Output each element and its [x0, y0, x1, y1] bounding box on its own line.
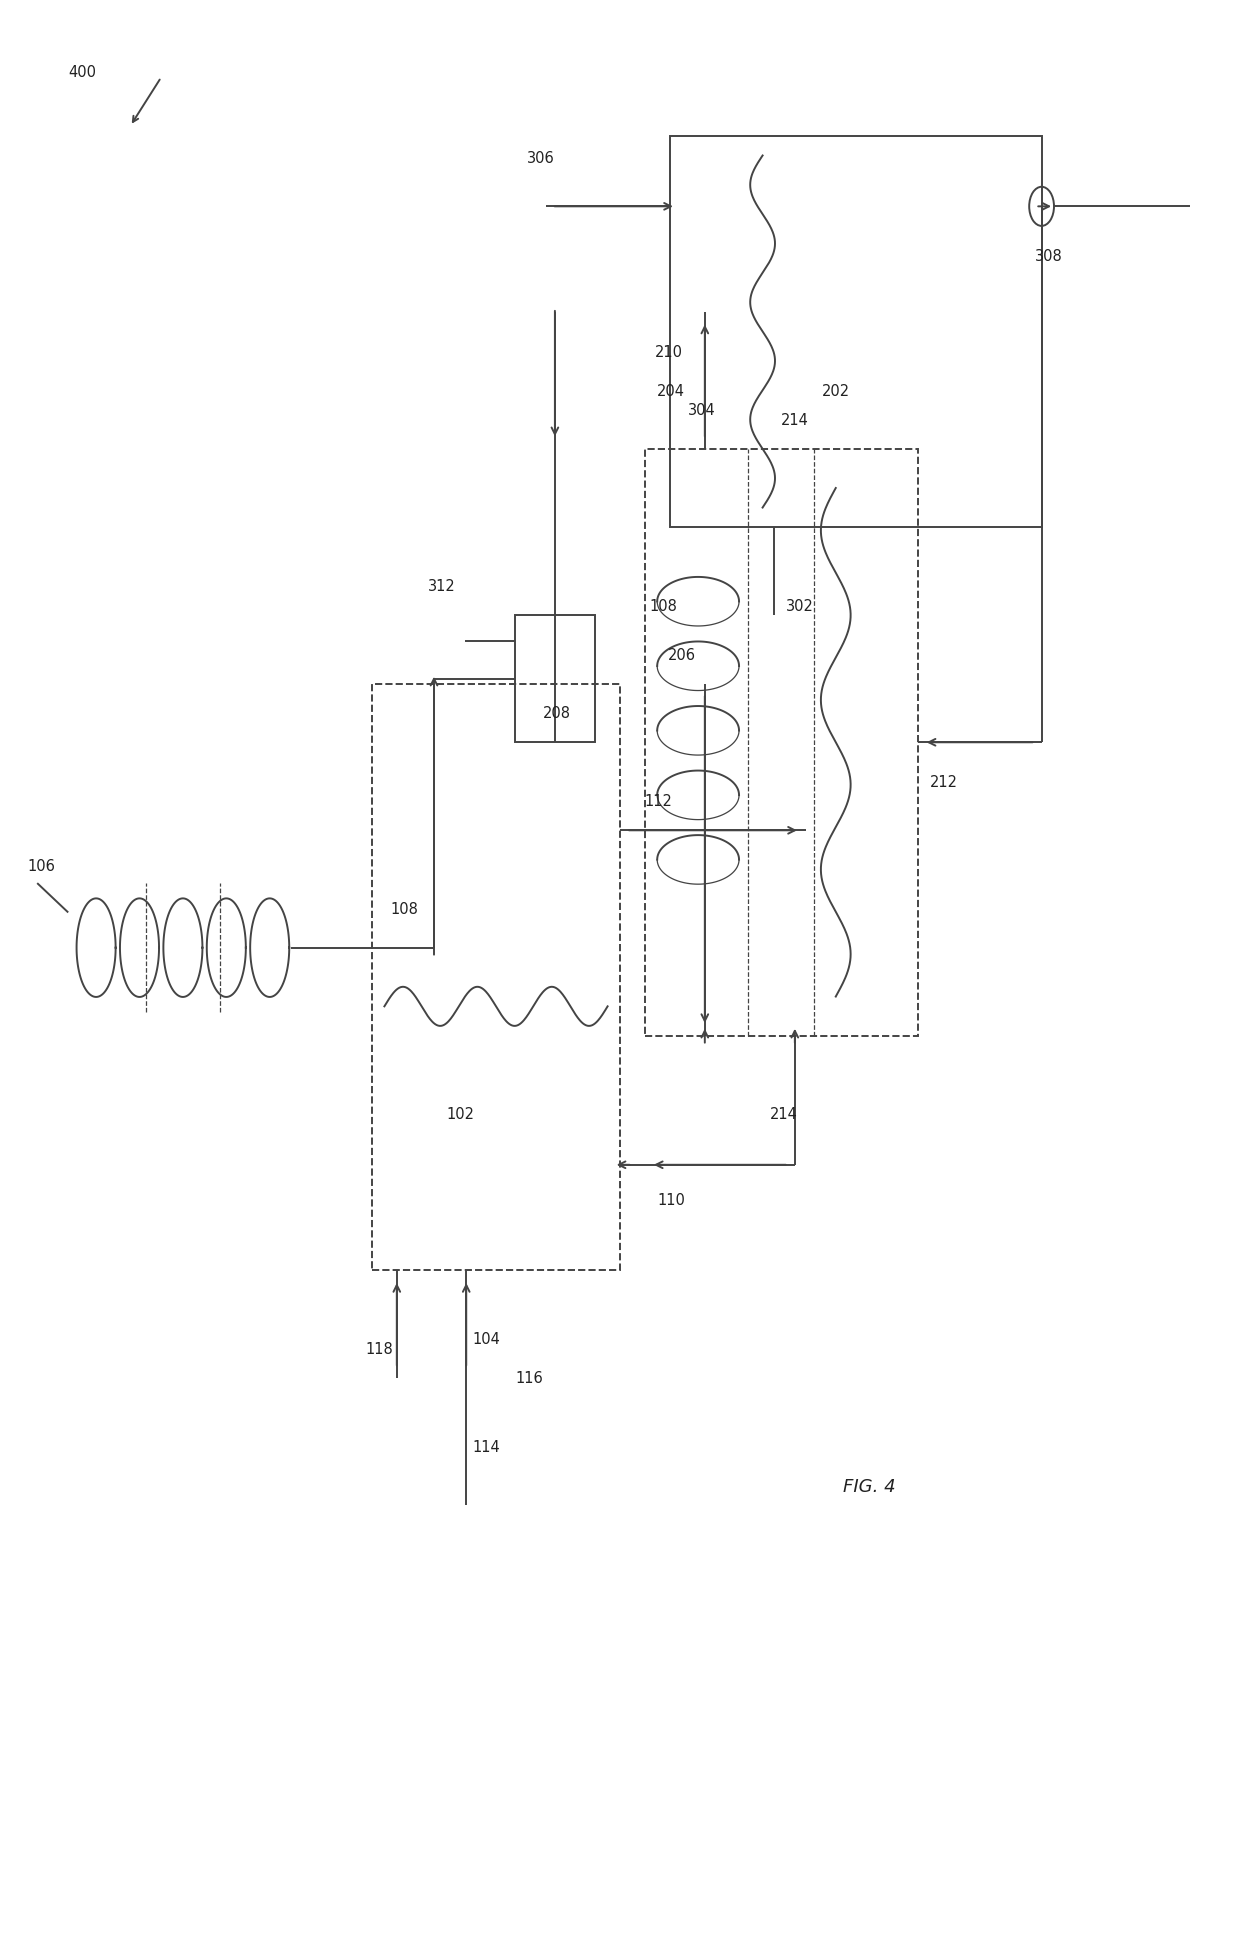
Text: 312: 312: [428, 579, 455, 594]
Text: 400: 400: [68, 65, 97, 80]
Text: 112: 112: [645, 794, 672, 809]
Text: 204: 204: [657, 383, 686, 399]
Bar: [372, 684, 620, 1271]
Text: 116: 116: [516, 1370, 543, 1386]
Text: 114: 114: [472, 1439, 500, 1455]
Text: 212: 212: [930, 774, 959, 790]
Text: 102: 102: [446, 1107, 475, 1122]
Text: 118: 118: [366, 1341, 393, 1357]
Text: 214: 214: [770, 1107, 797, 1122]
Text: 308: 308: [1035, 248, 1063, 264]
Text: 206: 206: [667, 647, 696, 663]
Text: 304: 304: [688, 403, 715, 418]
Bar: [670, 137, 1042, 528]
Text: 208: 208: [542, 706, 570, 721]
Text: 214: 214: [781, 413, 808, 428]
Text: 202: 202: [822, 383, 851, 399]
Text: 306: 306: [527, 151, 554, 166]
Bar: [515, 616, 595, 743]
Text: 210: 210: [655, 344, 683, 360]
Text: 106: 106: [29, 858, 56, 874]
Text: 302: 302: [786, 598, 813, 614]
Text: 108: 108: [391, 901, 418, 917]
Text: FIG. 4: FIG. 4: [843, 1476, 895, 1496]
Text: 104: 104: [472, 1331, 500, 1347]
Text: 110: 110: [657, 1193, 684, 1208]
Text: 108: 108: [649, 598, 677, 614]
Bar: [645, 450, 918, 1036]
